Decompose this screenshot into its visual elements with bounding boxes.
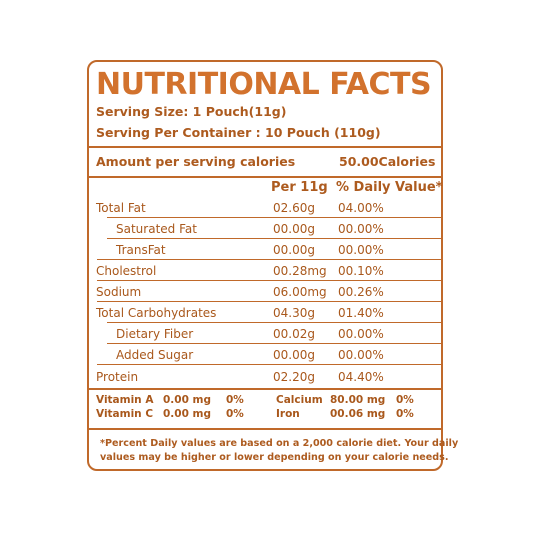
- row-divider: [107, 343, 443, 344]
- mineral-daily-value: 0%: [396, 408, 414, 420]
- label-title: NUTRITIONAL FACTS: [96, 67, 432, 102]
- nutrient-name: Cholestrol: [96, 264, 157, 278]
- nutrient-daily-value: 01.40%: [338, 306, 384, 320]
- row-divider: [97, 280, 443, 281]
- nutrient-name: Saturated Fat: [116, 222, 197, 236]
- row-divider: [97, 301, 443, 302]
- nutrient-name: Total Carbohydrates: [96, 306, 217, 320]
- mineral-name: Calcium: [276, 394, 323, 406]
- nutrient-name: Dietary Fiber: [116, 327, 194, 341]
- mineral-name: Iron: [276, 408, 300, 420]
- mineral-amount: 80.00 mg: [330, 394, 386, 406]
- nutrient-daily-value: 04.00%: [338, 201, 384, 215]
- column-header-daily-value: % Daily Value*: [336, 180, 443, 195]
- vitamin-amount: 0.00 mg: [163, 394, 212, 406]
- vitamin-name: Vitamin A: [96, 394, 154, 406]
- footnote: *Percent Daily values are based on a 2,0…: [100, 437, 459, 465]
- footnote-line: *Percent Daily values are based on a 2,0…: [100, 438, 459, 449]
- row-divider: [97, 364, 443, 365]
- row-divider: [107, 217, 443, 218]
- nutrient-amount: 00.02g: [273, 327, 315, 341]
- nutrient-name: Added Sugar: [116, 348, 194, 362]
- nutrient-name: Total Fat: [96, 201, 146, 215]
- divider: [87, 146, 443, 148]
- nutrient-name: TransFat: [116, 243, 166, 257]
- nutrient-name: Protein: [96, 370, 139, 384]
- nutrient-amount: 02.60g: [273, 201, 315, 215]
- nutrient-amount: 00.00g: [273, 222, 315, 236]
- nutrient-daily-value: 00.00%: [338, 243, 384, 257]
- nutrient-amount: 00.28mg: [273, 264, 327, 278]
- nutrition-label-panel: [87, 60, 443, 471]
- nutrient-daily-value: 00.00%: [338, 327, 384, 341]
- vitamin-daily-value: 0%: [226, 408, 244, 420]
- divider: [87, 388, 443, 390]
- nutrient-amount: 00.00g: [273, 348, 315, 362]
- nutrient-amount: 04.30g: [273, 306, 315, 320]
- footnote-line: values may be higher or lower depending …: [100, 452, 449, 463]
- nutrient-amount: 00.00g: [273, 243, 315, 257]
- nutrient-daily-value: 04.40%: [338, 370, 384, 384]
- vitamin-amount: 0.00 mg: [163, 408, 212, 420]
- vitamin-name: Vitamin C: [96, 408, 154, 420]
- column-header-per-serving: Per 11g: [271, 180, 328, 195]
- row-divider: [107, 238, 443, 239]
- mineral-amount: 00.06 mg: [330, 408, 386, 420]
- nutrient-daily-value: 00.10%: [338, 264, 384, 278]
- divider: [87, 428, 443, 430]
- serving-per-container: Serving Per Container : 10 Pouch (110g): [96, 125, 381, 140]
- amount-per-serving-label: Amount per serving calories: [96, 154, 296, 169]
- nutrient-name: Sodium: [96, 285, 142, 299]
- nutrient-daily-value: 00.26%: [338, 285, 384, 299]
- row-divider: [107, 322, 443, 323]
- nutrient-daily-value: 00.00%: [338, 222, 384, 236]
- row-divider: [97, 259, 443, 260]
- vitamin-daily-value: 0%: [226, 394, 244, 406]
- nutrient-amount: 02.20g: [273, 370, 315, 384]
- nutrient-daily-value: 00.00%: [338, 348, 384, 362]
- mineral-daily-value: 0%: [396, 394, 414, 406]
- divider: [87, 176, 443, 178]
- serving-size: Serving Size: 1 Pouch(11g): [96, 104, 287, 119]
- nutrient-amount: 06.00mg: [273, 285, 327, 299]
- calories-value: 50.00Calories: [339, 154, 436, 169]
